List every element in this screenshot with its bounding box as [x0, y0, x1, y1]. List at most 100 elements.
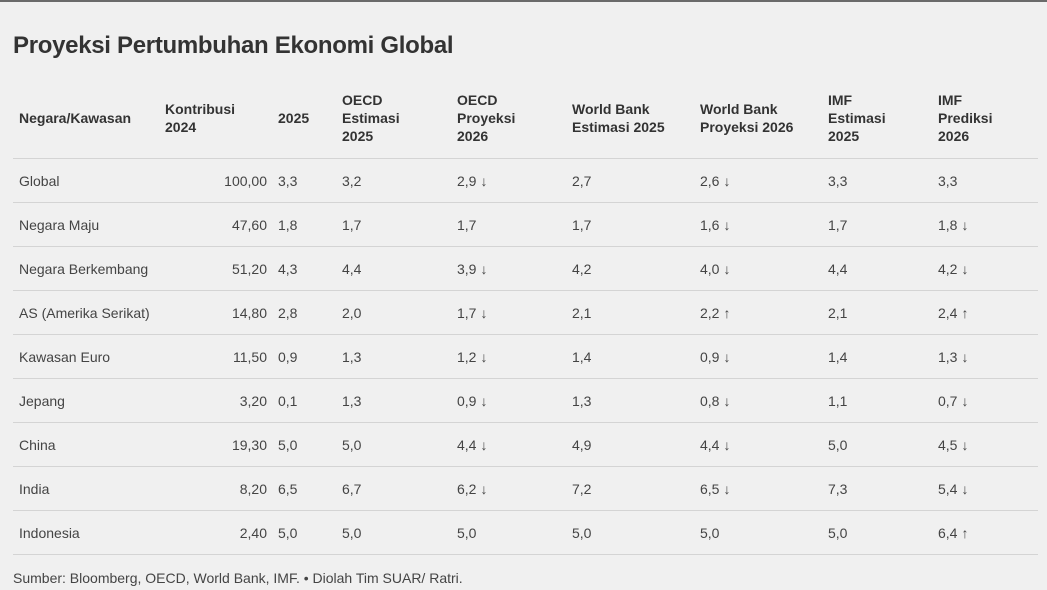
cell-value: 4,3: [278, 260, 298, 277]
cell-value: 47,60: [231, 216, 267, 233]
cell-value: 1,7: [828, 216, 848, 233]
column-header: Kontribusi 2024: [159, 78, 272, 159]
cell-value: 4,2: [938, 260, 958, 277]
table-cell: 100,00: [159, 158, 272, 203]
table-cell: 1,3 ↓: [932, 334, 1038, 379]
table-cell: 5,0: [336, 422, 451, 467]
growth-table: Negara/Kawasan Kontribusi 2024 2025 OECD Es…: [13, 78, 1038, 555]
table-row: Jepang 3,20 0,1 1,3 0,9 ↓ 1,3 0,8 ↓ 1,1 0,7 ↓: [13, 378, 1038, 423]
table-cell: 3,3: [932, 158, 1038, 203]
cell-value: 3,3: [278, 172, 298, 189]
row-label: Jepang: [13, 378, 159, 423]
cell-value: 2,6: [700, 172, 720, 189]
cell-value: 4,4: [828, 260, 848, 277]
cell-value: 4,2: [572, 260, 592, 277]
arrow-down-icon: ↓: [480, 480, 488, 497]
cell-value: 1,4: [572, 348, 592, 365]
table-cell: 4,4: [822, 246, 932, 291]
cell-value: 1,3: [938, 348, 958, 365]
cell-value: 5,0: [572, 524, 592, 541]
cell-value: 3,3: [938, 172, 958, 189]
table-cell: 6,5: [272, 466, 336, 511]
table-cell: 1,7: [336, 202, 451, 247]
table-cell: 5,0: [272, 510, 336, 555]
arrow-down-icon: ↓: [723, 260, 731, 277]
table-cell: 1,2 ↓: [451, 334, 566, 379]
cell-value: 2,0: [342, 304, 362, 321]
cell-value: 1,1: [828, 392, 848, 409]
table-cell: 2,4 ↑: [932, 290, 1038, 335]
table-cell: 5,0: [272, 422, 336, 467]
column-header: Negara/Kawasan: [13, 78, 159, 159]
header-row: Negara/Kawasan Kontribusi 2024 2025 OECD Es…: [13, 78, 1038, 159]
table-cell: 4,2 ↓: [932, 246, 1038, 291]
row-label: India: [13, 466, 159, 511]
table-cell: 1,3: [336, 334, 451, 379]
cell-value: 0,9: [457, 392, 477, 409]
arrow-down-icon: ↓: [961, 392, 969, 409]
table-cell: 0,1: [272, 378, 336, 423]
cell-value: 6,5: [278, 480, 298, 497]
cell-value: 3,9: [457, 260, 477, 277]
cell-value: 2,8: [278, 304, 298, 321]
cell-value: 2,9: [457, 172, 477, 189]
column-header: IMF Prediksi 2026: [932, 78, 1038, 159]
arrow-down-icon: ↓: [961, 436, 969, 453]
cell-value: 1,4: [828, 348, 848, 365]
table-cell: 1,8: [272, 202, 336, 247]
table-cell: 4,4 ↓: [694, 422, 822, 467]
table-cell: 0,7 ↓: [932, 378, 1038, 423]
table-row: Kawasan Euro 11,50 0,9 1,3 1,2 ↓ 1,4 0,9 ↓ 1,4 1,3…: [13, 334, 1038, 379]
table-body: Global 100,00 3,3 3,2 2,9 ↓ 2,7 2,6 ↓ 3,3 3,3 Negar…: [13, 158, 1038, 555]
cell-value: 1,3: [572, 392, 592, 409]
table-row: Negara Berkembang 51,20 4,3 4,4 3,9 ↓ 4,2 4,0 ↓ 4…: [13, 246, 1038, 291]
table-cell: 0,9 ↓: [451, 378, 566, 423]
table-cell: 19,30: [159, 422, 272, 467]
row-label: AS (Amerika Serikat): [13, 290, 159, 335]
cell-value: 2,2: [700, 304, 720, 321]
table-cell: 3,20: [159, 378, 272, 423]
table-cell: 2,0: [336, 290, 451, 335]
row-label: Negara Maju: [13, 202, 159, 247]
cell-value: 5,0: [342, 524, 362, 541]
column-header: 2025: [272, 78, 336, 159]
table-cell: 1,1: [822, 378, 932, 423]
arrow-down-icon: ↓: [961, 480, 969, 497]
cell-value: 0,9: [700, 348, 720, 365]
table-cell: 5,0: [566, 510, 694, 555]
table-cell: 2,6 ↓: [694, 158, 822, 203]
cell-value: 0,1: [278, 392, 298, 409]
table-cell: 7,3: [822, 466, 932, 511]
cell-value: 3,20: [239, 392, 267, 409]
table-cell: 3,9 ↓: [451, 246, 566, 291]
arrow-down-icon: ↓: [961, 260, 969, 277]
cell-value: 5,0: [828, 524, 848, 541]
cell-value: 2,4: [938, 304, 958, 321]
cell-value: 1,6: [700, 216, 720, 233]
arrow-down-icon: ↓: [961, 348, 969, 365]
column-header: World Bank Proyeksi 2026: [694, 78, 822, 159]
cell-value: 4,9: [572, 436, 592, 453]
arrow-down-icon: ↓: [723, 436, 731, 453]
table-cell: 0,9: [272, 334, 336, 379]
table-cell: 1,3: [566, 378, 694, 423]
table-cell: 2,1: [822, 290, 932, 335]
cell-value: 4,4: [457, 436, 477, 453]
cell-value: 6,7: [342, 480, 362, 497]
cell-value: 2,7: [572, 172, 592, 189]
table-cell: 7,2: [566, 466, 694, 511]
cell-value: 5,0: [457, 524, 477, 541]
cell-value: 0,7: [938, 392, 958, 409]
table-cell: 3,3: [822, 158, 932, 203]
table-cell: 51,20: [159, 246, 272, 291]
cell-value: 5,0: [278, 436, 298, 453]
row-label: Indonesia: [13, 510, 159, 555]
cell-value: 0,8: [700, 392, 720, 409]
table-row: Negara Maju 47,60 1,8 1,7 1,7 1,7 1,6 ↓ 1,7 1,8 ↓: [13, 202, 1038, 247]
column-header: OECD Proyeksi 2026: [451, 78, 566, 159]
cell-value: 3,2: [342, 172, 362, 189]
cell-value: 1,7: [457, 304, 477, 321]
cell-value: 1,2: [457, 348, 477, 365]
cell-value: 0,9: [278, 348, 298, 365]
arrow-down-icon: ↓: [480, 348, 488, 365]
